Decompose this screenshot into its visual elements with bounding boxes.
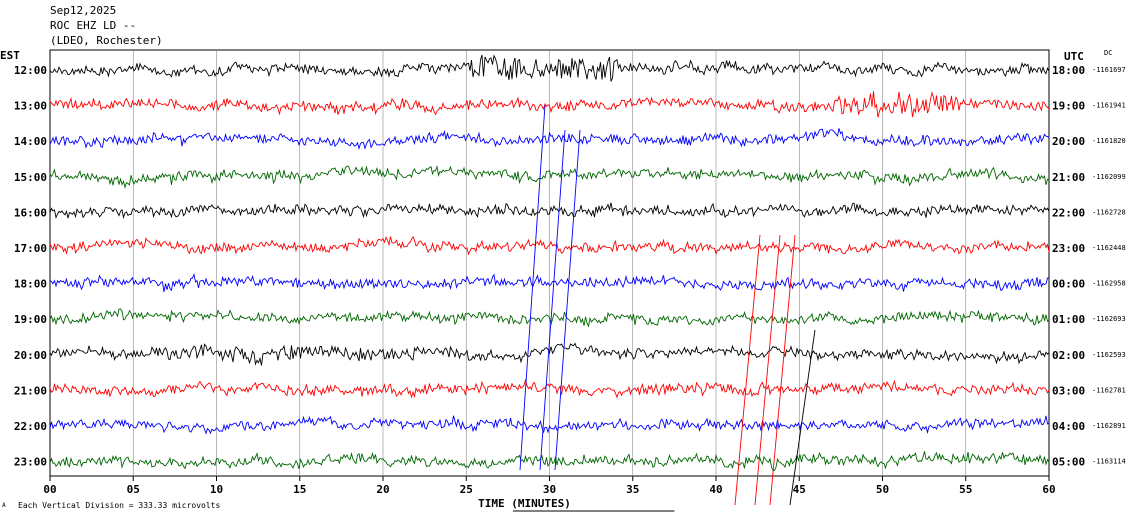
utc-hour-label: 23:00 (1052, 242, 1085, 255)
utc-hour-label: 20:00 (1052, 135, 1085, 148)
x-tick-label: 40 (709, 483, 722, 496)
x-tick-label: 20 (376, 483, 389, 496)
x-tick-label: 35 (626, 483, 639, 496)
utc-hour-label: 02:00 (1052, 349, 1085, 362)
header-station: ROC EHZ LD -- (50, 19, 137, 32)
x-tick-label: 05 (127, 483, 140, 496)
est-hour-label: 17:00 (14, 242, 47, 255)
dc-offset-label: -1162958 (1092, 280, 1126, 288)
est-hour-label: 16:00 (14, 206, 47, 219)
est-hour-label: 19:00 (14, 313, 47, 326)
excursion-line (734, 234, 761, 506)
right-timezone-label: UTC (1064, 50, 1084, 63)
x-tick-label: 10 (210, 483, 223, 496)
trace-line (49, 272, 1050, 293)
x-tick-label: 25 (460, 483, 473, 496)
trace-line (49, 308, 1050, 328)
x-tick-label: 15 (293, 483, 306, 496)
dc-offset-label: -1162593 (1092, 351, 1126, 359)
utc-hour-label: 22:00 (1052, 206, 1085, 219)
trace-line (49, 235, 1050, 256)
dc-offset-label: -1163114 (1092, 458, 1126, 466)
trace-line (49, 451, 1050, 471)
est-hour-label: 13:00 (14, 100, 47, 113)
excursion-line (769, 234, 796, 506)
trace-line (49, 342, 1050, 366)
corner-mark: A (2, 502, 6, 509)
excursion-line (539, 129, 566, 471)
excursion-line (554, 129, 581, 471)
est-hour-label: 18:00 (14, 278, 47, 291)
utc-hour-label: 03:00 (1052, 384, 1085, 397)
utc-hour-label: 04:00 (1052, 420, 1085, 433)
header-date: Sep12,2025 (50, 4, 117, 17)
dc-label: DC (1104, 49, 1113, 57)
dc-offset-label: -1161820 (1092, 137, 1126, 145)
dc-offset-label: -1162781 (1092, 386, 1126, 394)
x-axis-label: TIME (MINUTES) (478, 497, 571, 510)
x-tick-label: 60 (1042, 483, 1055, 496)
est-hour-label: 20:00 (14, 349, 47, 362)
excursion-line (754, 234, 781, 506)
scale-note: Each Vertical Division = 333.33 microvol… (18, 501, 221, 510)
dc-offset-label: -1162693 (1092, 315, 1126, 323)
est-hour-label: 14:00 (14, 135, 47, 148)
utc-hour-label: 19:00 (1052, 100, 1085, 113)
trace-line (49, 164, 1050, 189)
x-tick-label: 30 (543, 483, 556, 496)
excursion-line (789, 329, 816, 506)
dc-offset-label: -1162728 (1092, 208, 1126, 216)
est-hour-label: 22:00 (14, 420, 47, 433)
utc-hour-label: 01:00 (1052, 313, 1085, 326)
trace-line (49, 54, 1050, 82)
dc-offset-label: -1162448 (1092, 244, 1126, 252)
trace-line (49, 378, 1050, 399)
utc-hour-label: 21:00 (1052, 171, 1085, 184)
utc-hour-label: 18:00 (1052, 64, 1085, 77)
excursion-line (519, 104, 546, 471)
x-tick-label: 45 (793, 483, 806, 496)
trace-line (49, 91, 1050, 118)
est-hour-label: 21:00 (14, 384, 47, 397)
utc-hour-label: 05:00 (1052, 456, 1085, 469)
est-hour-label: 15:00 (14, 171, 47, 184)
x-tick-label: 00 (43, 483, 56, 496)
est-hour-label: 23:00 (14, 456, 47, 469)
dc-offset-label: -1161941 (1092, 102, 1126, 110)
trace-line (49, 202, 1050, 220)
left-timezone-label: EST (0, 49, 20, 62)
x-tick-label: 50 (876, 483, 889, 496)
trace-line (49, 415, 1050, 435)
trace-line (49, 128, 1050, 151)
dc-offset-label: -1161697 (1092, 66, 1126, 74)
utc-hour-label: 00:00 (1052, 278, 1085, 291)
x-tick-label: 55 (959, 483, 972, 496)
header-network: (LDEO, Rochester) (50, 34, 163, 47)
est-hour-label: 12:00 (14, 64, 47, 77)
dc-offset-label: -1162099 (1092, 173, 1126, 181)
dc-offset-label: -1162891 (1092, 422, 1126, 430)
